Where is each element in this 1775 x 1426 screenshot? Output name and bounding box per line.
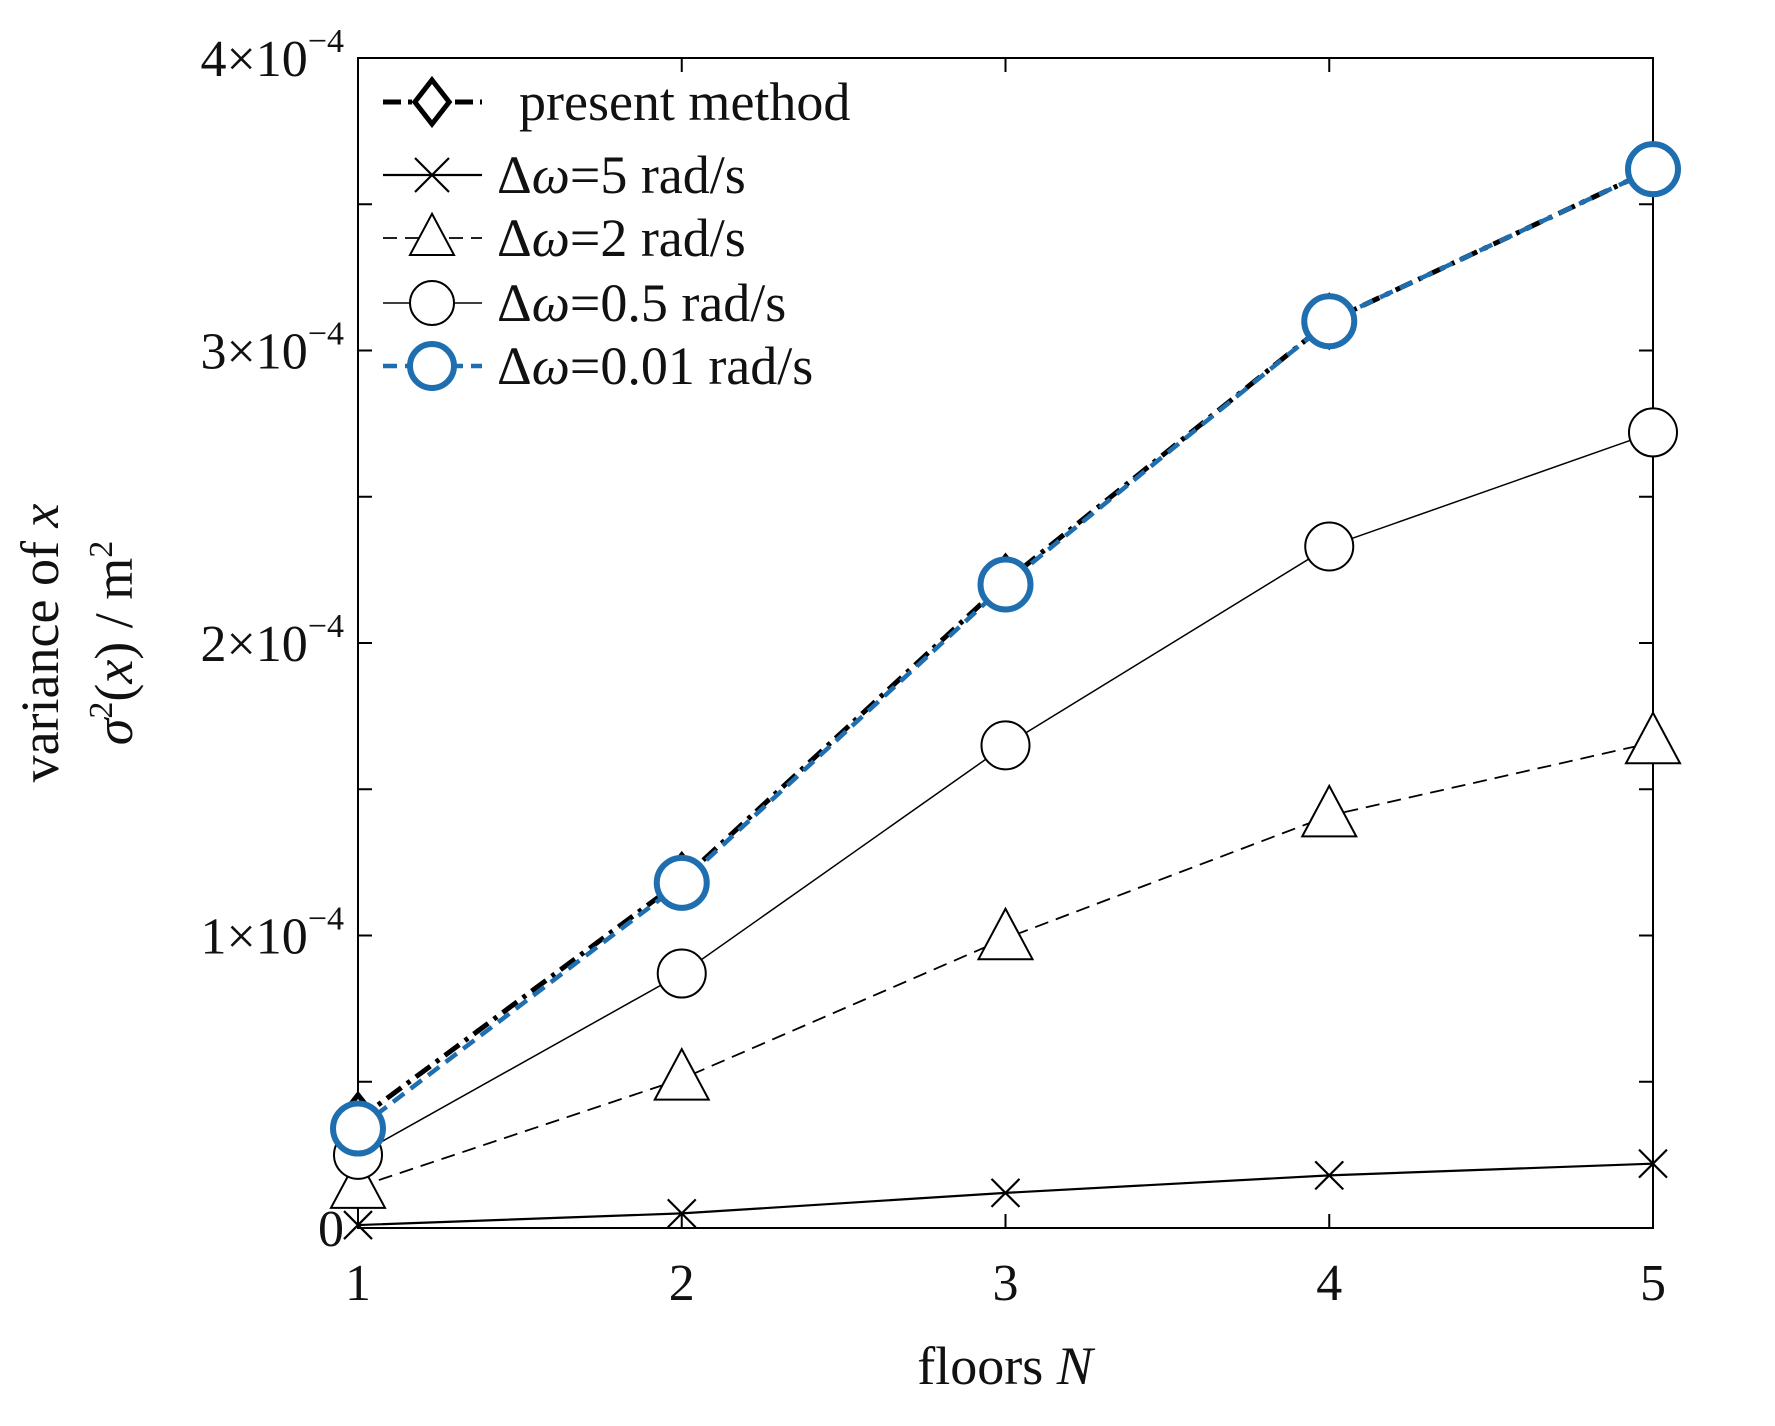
y-tick-exponent: −4 [308, 901, 344, 938]
y-tick-label: 0 [318, 1201, 344, 1258]
series-layer [329, 140, 1682, 1240]
axis-ticks: 1 2 3 4 501×10−42×10−43×10−44×10−4 [200, 23, 1666, 1312]
x-tick-label: 4 [1316, 1255, 1342, 1312]
y-tick-exponent: −4 [308, 23, 344, 60]
legend-label: Δω=0.5 rad/s [497, 273, 786, 333]
series-point [1314, 1160, 1345, 1191]
series-point [1304, 521, 1355, 572]
x-axis-title-var: N [1056, 1336, 1096, 1396]
legend-item: present method [383, 72, 850, 132]
series-point [1628, 407, 1678, 458]
series-point [343, 1210, 373, 1240]
y-axis-title: variance of x σ2(x) / m2 [10, 504, 144, 783]
y-tick-mantissa: 3×10 [200, 324, 307, 381]
x-axis-title-prefix: floors [917, 1336, 1056, 1396]
series-point [1624, 710, 1682, 765]
legend-label: Δω=2 rad/s [497, 208, 746, 268]
y-tick-exponent: −4 [308, 316, 344, 353]
legend-marker [411, 75, 453, 129]
legend-label: Δω=0.01 rad/s [497, 336, 813, 396]
series-point [656, 948, 707, 999]
series-point [653, 854, 710, 911]
legend-item: Δω=5 rad/s [383, 145, 746, 205]
y-axis-title-line2: σ2(x) / m2 [83, 541, 144, 746]
legend: present method Δω=5 rad/sΔω=2 rad/sΔω=0.5… [383, 72, 850, 396]
series-4 [330, 141, 1681, 1157]
legend-marker [407, 341, 457, 391]
x-tick-label: 5 [1640, 1255, 1666, 1312]
series-point [990, 1178, 1021, 1208]
y-tick-label: 1×10−4 [200, 901, 344, 966]
legend-label: Δω=5 rad/s [497, 145, 746, 205]
x-tick-label: 1 [345, 1255, 371, 1312]
legend-marker [414, 157, 450, 193]
y-tick-mantissa: 1×10 [200, 909, 307, 966]
y-tick-label: 2×10−4 [200, 608, 344, 673]
x-axis-title: floors N [917, 1336, 1095, 1396]
series-1 [343, 1148, 1668, 1240]
y-tick-label: 4×10−4 [200, 23, 344, 88]
series-point [1638, 1148, 1668, 1179]
series-point [1301, 293, 1358, 350]
series-point [977, 556, 1034, 613]
series-point [1300, 783, 1358, 838]
series-point [976, 906, 1035, 961]
series-point [666, 1198, 697, 1229]
x-tick-label: 3 [993, 1255, 1019, 1312]
y-tick-mantissa: 4×10 [200, 31, 307, 88]
y-tick-mantissa: 2×10 [200, 616, 307, 673]
legend-marker [409, 280, 455, 326]
series-point [980, 720, 1031, 771]
x-tick-label: 2 [669, 1255, 695, 1312]
series-point [329, 1155, 387, 1209]
legend-marker [408, 211, 456, 256]
legend-item: Δω=2 rad/s [383, 208, 746, 268]
legend-label: present method [519, 72, 850, 132]
series-point [330, 1100, 386, 1157]
series-2 [329, 710, 1682, 1209]
series-point [653, 1047, 711, 1101]
legend-item: Δω=0.01 rad/s [383, 336, 813, 396]
series-point [1625, 141, 1681, 198]
y-tick-exponent: −4 [308, 608, 344, 645]
plot-frame [357, 57, 1654, 1229]
legend-item: Δω=0.5 rad/s [383, 273, 786, 333]
y-tick-label: 3×10−4 [200, 316, 344, 381]
y-axis-title-line1: variance of x [10, 504, 70, 783]
